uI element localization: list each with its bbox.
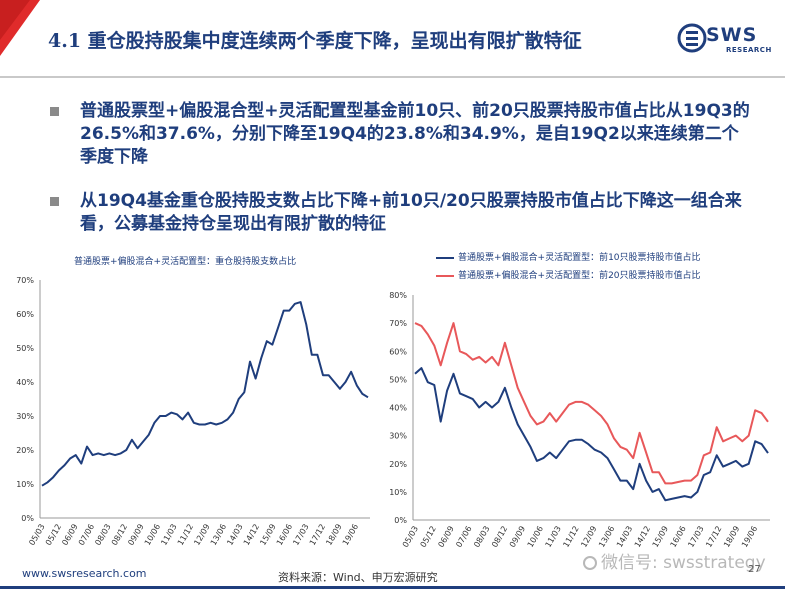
chart-right-xtick-1: 05/12: [419, 525, 438, 549]
bullet-2: 从19Q4基金重仓股持股支数占比下降+前10只/20只股票持股市值占比下降这一组…: [50, 190, 750, 236]
legend-line-blue-icon: [436, 256, 454, 259]
chart-left-ytick-1: 10%: [16, 480, 34, 489]
watermark: 微信号: swsstrategy: [583, 548, 766, 573]
bullet-2-text: 从19Q4基金重仓股持股支数占比下降+前10只/20只股票持股市值占比下降这一组…: [80, 191, 742, 234]
chart-right-legend-top10: 普通股票+偏股混合+灵活配置型：前10只股票持股市值占比: [436, 250, 701, 263]
chart-right-xtick-0: 05/03: [401, 525, 420, 549]
chart-right-ytick-6: 60%: [389, 347, 407, 356]
chart-right-ytick-1: 10%: [389, 488, 407, 497]
logo-text: SWS: [706, 24, 758, 46]
bullet-1: 普通股票型+偏股混合型+灵活配置型基金前10只、前20只股票持股市值占比从19Q…: [50, 100, 750, 169]
chart-right-ytick-4: 40%: [389, 404, 407, 413]
chart-right-ytick-8: 80%: [389, 291, 407, 300]
bullet-1-text: 普通股票型+偏股混合型+灵活配置型基金前10只、前20只股票持股市值占比从19Q…: [80, 101, 750, 167]
chart-right-ytick-3: 30%: [389, 432, 407, 441]
chart-left-ytick-0: 0%: [21, 514, 34, 523]
header: 4.1 重仓股持股集中度连续两个季度下降，呈现出有限扩散特征 SWS RESEA…: [0, 0, 785, 78]
chart-right-xtick-13: 14/12: [633, 525, 652, 549]
chart-right-xtick-19: 19/06: [740, 525, 759, 549]
chart-right-xtick-5: 08/12: [490, 525, 509, 549]
chart-right-xtick-15: 16/06: [669, 525, 688, 549]
chart-right-xtick-14: 15/09: [651, 525, 670, 549]
bullet-square-icon: [50, 197, 59, 206]
chart-right-legend-top20: 普通股票+偏股混合+灵活配置型：前20只股票持股市值占比: [436, 268, 701, 281]
footer-url[interactable]: www.swsresearch.com: [22, 567, 147, 580]
chart-left-ytick-7: 70%: [16, 276, 34, 285]
header-divider: [0, 76, 785, 78]
page-title: 4.1 重仓股持股集中度连续两个季度下降，呈现出有限扩散特征: [48, 30, 582, 52]
chart-right-xtick-18: 18/09: [722, 525, 741, 549]
chart-right-xtick-8: 11/03: [544, 525, 563, 549]
chart-left-ytick-6: 60%: [16, 310, 34, 319]
bullet-square-icon: [50, 107, 59, 116]
chart-right-xtick-3: 07/06: [454, 525, 473, 549]
chart-right-xtick-12: 14/03: [615, 525, 634, 549]
chart-right-xtick-2: 06/09: [436, 525, 455, 549]
chart-left: 0%10%20%30%40%50%60%70%05/0305/1206/0907…: [16, 276, 370, 547]
header-wedge-icon: [0, 0, 40, 56]
chart-left-ytick-4: 40%: [16, 378, 34, 387]
chart-right-xtick-9: 11/12: [561, 525, 580, 549]
chart-left-ytick-2: 20%: [16, 446, 34, 455]
chart-left-title: 普通股票+偏股混合+灵活配置型：重仓股持股支数占比: [74, 257, 297, 267]
chart-left-xtick-19: 19/06: [341, 523, 360, 547]
chart-right-ytick-2: 20%: [389, 460, 407, 469]
chart-right-xtick-10: 12/09: [579, 525, 598, 549]
chart-right-series-1-line: [414, 322, 769, 485]
footer-bar: [0, 586, 785, 589]
chart-left-series-0-line: [41, 301, 369, 487]
chart-right-xtick-4: 08/03: [472, 525, 491, 549]
sws-logo-icon: [677, 23, 707, 53]
chart-right-ytick-5: 50%: [389, 375, 407, 384]
chart-right-series-0-line: [414, 367, 769, 502]
chart-right-xtick-16: 17/03: [686, 525, 705, 549]
wechat-icon: [583, 556, 597, 570]
chart-right-xtick-6: 09/09: [508, 525, 527, 549]
chart-left-ytick-3: 30%: [16, 412, 34, 421]
logo-subtext: RESEARCH: [726, 46, 772, 54]
chart-right-xtick-11: 13/06: [597, 525, 616, 549]
chart-right: 0% 10% 20% 30% 40% 50% 60% 70% 80% 05/0305/1206/0…: [389, 291, 770, 549]
footer-source: 资料来源：Wind、申万宏源研究: [278, 571, 438, 584]
chart-right-xtick-7: 10/06: [526, 525, 545, 549]
page-number: 27: [748, 564, 761, 575]
legend-label-top10: 普通股票+偏股混合+灵活配置型：前10只股票持股市值占比: [458, 253, 701, 263]
chart-left-ytick-5: 50%: [16, 344, 34, 353]
legend-label-top20: 普通股票+偏股混合+灵活配置型：前20只股票持股市值占比: [458, 271, 701, 281]
chart-right-ytick-7: 70%: [389, 319, 407, 328]
legend-line-red-icon: [436, 274, 454, 277]
chart-right-xtick-17: 17/12: [704, 525, 723, 549]
chart-right-ytick-0: 0%: [394, 516, 407, 525]
watermark-text: 微信号: swsstrategy: [601, 553, 766, 573]
